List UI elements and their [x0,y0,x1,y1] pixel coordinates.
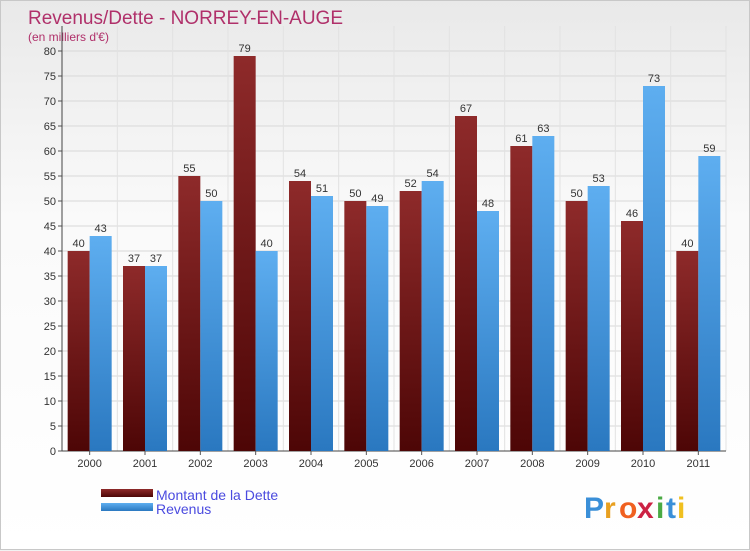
bar-debt-2001 [123,266,145,451]
logo-letter: i [656,492,664,525]
y-tick-label: 35 [44,271,56,283]
bar-revenue-2004 [311,196,333,451]
legend-swatch-revenue [101,503,153,511]
logo-letter: P [584,492,604,525]
bar-debt-2000 [67,251,90,451]
data-label-revenue-2005: 49 [371,193,383,205]
x-tick-label: 2008 [520,458,544,470]
data-label-revenue-2011: 59 [703,143,715,155]
bar-debt-2010 [621,221,643,451]
data-label-debt-2005: 50 [349,188,361,200]
x-tick-label: 2005 [354,458,378,470]
x-tick-label: 2006 [409,458,433,470]
data-label-revenue-2009: 53 [593,173,605,185]
data-label-debt-2010: 46 [626,208,638,220]
y-tick-label: 45 [44,221,56,233]
bar-revenue-2005 [366,206,389,451]
chart-subtitle: (en milliers d'€) [28,30,109,44]
bar-debt-2002 [178,176,201,451]
data-label-revenue-2003: 40 [261,238,273,250]
y-tick-label: 40 [44,246,56,258]
legend-label-revenue: Revenus [156,501,211,517]
data-label-debt-2003: 79 [239,43,251,55]
data-label-debt-2001: 37 [128,253,140,265]
bar-debt-2005 [344,201,367,451]
y-tick-label: 15 [44,371,56,383]
y-tick-label: 0 [50,446,56,458]
bar-debt-2003 [233,56,256,451]
bar-debt-2008 [510,146,533,451]
x-tick-label: 2010 [631,458,655,470]
data-label-revenue-2004: 51 [316,183,328,195]
data-label-revenue-2006: 54 [427,168,439,180]
y-tick-label: 5 [50,421,56,433]
data-label-revenue-2002: 50 [205,188,217,200]
x-tick-label: 2009 [575,458,599,470]
bar-revenue-2002 [200,201,223,451]
bar-debt-2006 [399,191,422,451]
bar-debt-2011 [676,251,699,451]
x-tick-label: 2000 [77,458,101,470]
x-tick-label: 2001 [133,458,157,470]
y-tick-label: 75 [44,71,56,83]
x-tick-label: 2007 [465,458,489,470]
logo-letter: i [677,492,685,525]
data-label-revenue-2001: 37 [150,253,162,265]
bar-revenue-2001 [145,266,167,451]
y-tick-label: 30 [44,296,56,308]
y-tick-label: 80 [44,46,56,58]
y-tick-label: 70 [44,96,56,108]
data-label-debt-2006: 52 [405,178,417,190]
data-labels: 40 43 37 37 55 50 79 40 54 51 50 49 52 54 67 48 61 63 50 53… [73,43,716,265]
logo-letter: x [637,492,654,525]
logo-letter: r [604,492,616,525]
bar-revenue-2000 [89,236,112,451]
logo-letter: o [619,492,637,525]
legend-swatch-debt [101,489,153,497]
legend: Montant de la Dette Revenus [101,487,278,517]
y-tick-label: 25 [44,321,56,333]
y-tick-label: 10 [44,396,56,408]
data-label-debt-2011: 40 [681,238,693,250]
bars [67,56,721,451]
data-label-debt-2009: 50 [571,188,583,200]
legend-label-debt: Montant de la Dette [156,487,278,503]
y-tick-label: 65 [44,121,56,133]
logo-letter: t [666,492,676,525]
data-label-debt-2004: 54 [294,168,306,180]
data-label-revenue-2000: 43 [95,223,107,235]
y-tick-label: 20 [44,346,56,358]
data-label-debt-2008: 61 [515,133,527,145]
bar-debt-2004 [289,181,311,451]
bar-revenue-2010 [643,86,665,451]
bar-revenue-2007 [477,211,499,451]
bar-revenue-2008 [532,136,555,451]
x-tick-label: 2002 [188,458,212,470]
y-tick-label: 50 [44,196,56,208]
bar-debt-2007 [455,116,477,451]
data-label-debt-2002: 55 [183,163,195,175]
x-tick-label: 2011 [687,458,711,470]
data-label-revenue-2010: 73 [648,73,660,85]
bar-debt-2009 [565,201,588,451]
data-label-debt-2000: 40 [73,238,85,250]
axes: 0 5 10 15 20 25 30 35 40 45 50 55 60 65 70 75 80 2000 2001… [44,26,726,470]
bar-revenue-2003 [255,251,278,451]
bar-revenue-2009 [587,186,610,451]
data-label-revenue-2008: 63 [537,123,549,135]
x-tick-label: 2003 [243,458,267,470]
data-label-debt-2007: 67 [460,103,472,115]
chart-title: Revenus/Dette - NORREY-EN-AUGE [28,8,343,29]
bar-revenue-2011 [698,156,721,451]
y-tick-label: 60 [44,146,56,158]
bar-revenue-2006 [421,181,444,451]
y-tick-label: 55 [44,171,56,183]
data-label-revenue-2007: 48 [482,198,494,210]
x-tick-label: 2004 [299,458,323,470]
